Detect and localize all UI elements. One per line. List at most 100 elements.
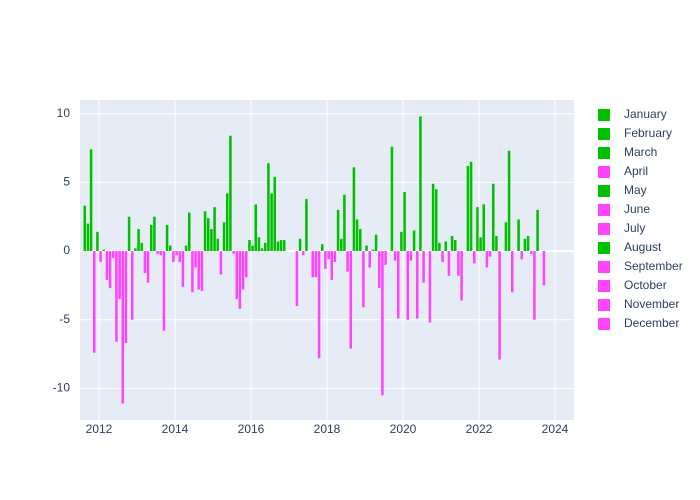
x-tick-label: 2022 xyxy=(466,422,493,436)
bar xyxy=(254,204,258,252)
y-tick-label: 0 xyxy=(63,243,70,257)
bar xyxy=(89,149,93,252)
bar xyxy=(298,238,302,252)
bar xyxy=(529,251,533,254)
bar xyxy=(216,238,220,252)
x-tick-label: 2018 xyxy=(314,422,341,436)
bar xyxy=(533,251,536,320)
bar xyxy=(238,251,242,309)
bar xyxy=(362,251,365,308)
bar xyxy=(241,251,245,290)
bar xyxy=(339,238,343,252)
bar xyxy=(374,234,378,252)
bar xyxy=(143,251,147,274)
bar xyxy=(419,116,422,252)
x-tick-label: 2020 xyxy=(390,422,417,436)
bar xyxy=(352,167,356,252)
bar xyxy=(235,251,239,300)
bar xyxy=(187,212,191,252)
legend-label: August xyxy=(624,240,662,254)
bar xyxy=(482,204,486,252)
bar xyxy=(523,238,527,252)
bar xyxy=(111,251,115,258)
bar xyxy=(368,251,372,268)
bar xyxy=(330,251,334,280)
bar xyxy=(355,219,359,252)
legend-label: February xyxy=(624,126,672,140)
bar xyxy=(203,211,207,252)
bar xyxy=(384,251,387,265)
bar xyxy=(149,224,153,252)
bar xyxy=(422,251,425,283)
bar xyxy=(130,251,134,320)
legend-label: October xyxy=(624,278,667,292)
bar xyxy=(273,176,277,252)
bar xyxy=(488,251,492,257)
bar xyxy=(137,229,140,252)
bar xyxy=(520,251,524,260)
bar xyxy=(472,251,476,264)
bar xyxy=(172,251,175,263)
bar xyxy=(510,251,514,293)
bar xyxy=(210,229,213,252)
bar xyxy=(498,251,501,360)
bar xyxy=(251,245,254,252)
y-tick-label: -5 xyxy=(59,312,70,326)
bar xyxy=(194,251,197,268)
bar xyxy=(453,240,457,252)
bar xyxy=(86,223,90,252)
bar xyxy=(396,251,400,319)
bar xyxy=(317,251,321,359)
bar xyxy=(248,240,251,252)
y-tick-label: -10 xyxy=(53,381,71,395)
bar xyxy=(406,251,410,320)
bar xyxy=(134,248,137,252)
legend-swatch xyxy=(598,128,610,140)
legend-label: June xyxy=(624,202,650,216)
bar xyxy=(491,183,495,252)
bar xyxy=(327,251,330,260)
bar xyxy=(305,198,308,252)
bar xyxy=(92,251,96,353)
bar xyxy=(184,245,188,252)
bar xyxy=(108,251,112,289)
bar xyxy=(311,251,315,278)
bar xyxy=(517,219,520,252)
bar xyxy=(390,146,394,252)
bar xyxy=(403,192,406,252)
legend-label: December xyxy=(624,316,679,330)
bar xyxy=(409,251,413,261)
bar xyxy=(485,251,489,268)
bar xyxy=(295,251,299,307)
bar xyxy=(175,251,178,256)
bar xyxy=(105,251,109,280)
bar xyxy=(124,251,128,344)
bar xyxy=(469,161,473,252)
bar xyxy=(260,248,264,252)
legend-swatch xyxy=(598,109,610,121)
y-tick-label: 5 xyxy=(63,175,70,189)
bar xyxy=(267,163,270,252)
legend-swatch xyxy=(598,299,610,311)
legend-swatch xyxy=(598,147,610,159)
bar xyxy=(213,207,216,252)
bar xyxy=(121,251,125,404)
legend-swatch xyxy=(598,185,610,197)
legend-label: May xyxy=(624,183,647,197)
legend-label: January xyxy=(624,107,667,121)
bar xyxy=(343,194,346,252)
bar xyxy=(102,249,106,252)
bar xyxy=(222,222,226,252)
legend-swatch xyxy=(598,242,610,254)
bar xyxy=(365,245,368,252)
bar xyxy=(476,207,479,252)
bar xyxy=(460,251,463,301)
bar xyxy=(526,235,530,252)
bar xyxy=(377,251,381,289)
bar xyxy=(206,218,210,252)
bar xyxy=(371,249,375,252)
legend-swatch xyxy=(598,204,610,216)
legend-swatch xyxy=(598,166,610,178)
bar xyxy=(219,251,223,275)
